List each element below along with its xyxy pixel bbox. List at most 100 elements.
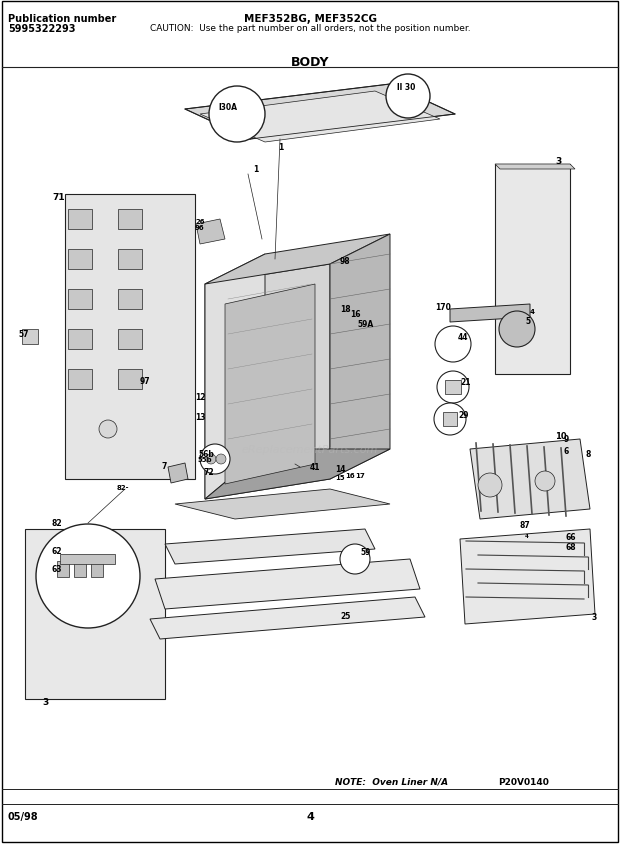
Bar bbox=[68, 250, 92, 270]
Text: 16: 16 bbox=[345, 473, 355, 479]
Text: 87: 87 bbox=[520, 521, 531, 530]
Text: 5995322293: 5995322293 bbox=[8, 24, 76, 34]
Polygon shape bbox=[330, 235, 390, 479]
Bar bbox=[68, 330, 92, 349]
Text: 14: 14 bbox=[335, 465, 345, 474]
Circle shape bbox=[216, 454, 226, 464]
Bar bbox=[68, 289, 92, 310]
Circle shape bbox=[499, 311, 535, 348]
Polygon shape bbox=[150, 598, 425, 639]
Text: Publication number: Publication number bbox=[8, 14, 117, 24]
Circle shape bbox=[478, 473, 502, 497]
Text: 98: 98 bbox=[340, 257, 351, 266]
Circle shape bbox=[437, 371, 469, 403]
Bar bbox=[68, 370, 92, 390]
Text: 3: 3 bbox=[555, 157, 561, 166]
Polygon shape bbox=[205, 450, 390, 500]
Text: 12: 12 bbox=[195, 393, 205, 402]
Polygon shape bbox=[175, 490, 390, 519]
Text: 170: 170 bbox=[435, 303, 451, 312]
Text: 1: 1 bbox=[253, 165, 259, 175]
Text: 44: 44 bbox=[458, 333, 469, 342]
Polygon shape bbox=[168, 463, 188, 484]
Bar bbox=[118, 330, 142, 349]
Circle shape bbox=[206, 454, 216, 464]
Text: 17: 17 bbox=[355, 473, 365, 479]
Circle shape bbox=[99, 420, 117, 439]
Text: P20V0140: P20V0140 bbox=[498, 777, 549, 786]
Text: 82-: 82- bbox=[117, 484, 130, 490]
Polygon shape bbox=[470, 440, 590, 519]
Circle shape bbox=[386, 75, 430, 119]
Text: 97: 97 bbox=[140, 377, 151, 386]
Bar bbox=[443, 413, 457, 426]
Bar bbox=[74, 561, 86, 577]
Text: NOTE:  Oven Liner N/A: NOTE: Oven Liner N/A bbox=[335, 777, 448, 786]
Text: 55b: 55b bbox=[198, 457, 213, 463]
Polygon shape bbox=[225, 284, 315, 484]
Text: 25: 25 bbox=[340, 612, 350, 621]
Text: 59: 59 bbox=[360, 548, 370, 557]
Text: 6: 6 bbox=[564, 447, 569, 456]
Polygon shape bbox=[460, 529, 595, 625]
Polygon shape bbox=[155, 560, 420, 609]
Text: 1: 1 bbox=[278, 143, 283, 152]
Polygon shape bbox=[205, 255, 265, 500]
Text: 21: 21 bbox=[460, 378, 471, 387]
Text: ll 30: ll 30 bbox=[397, 83, 415, 91]
Bar bbox=[118, 210, 142, 230]
Circle shape bbox=[535, 472, 555, 491]
Text: 3: 3 bbox=[592, 613, 597, 622]
Text: 29: 29 bbox=[458, 411, 469, 420]
Text: 68: 68 bbox=[565, 543, 575, 552]
Polygon shape bbox=[205, 265, 330, 500]
Text: 7: 7 bbox=[162, 462, 167, 471]
Text: 5: 5 bbox=[525, 317, 530, 326]
Text: 96: 96 bbox=[195, 225, 205, 230]
Text: 59A: 59A bbox=[357, 320, 373, 329]
Text: 9: 9 bbox=[564, 435, 569, 444]
Bar bbox=[118, 370, 142, 390]
Text: l30A: l30A bbox=[218, 103, 237, 112]
Text: 05/98: 05/98 bbox=[8, 811, 38, 821]
Text: 71: 71 bbox=[52, 193, 64, 203]
Bar bbox=[68, 210, 92, 230]
Text: 62: 62 bbox=[52, 547, 63, 556]
Bar bbox=[91, 561, 103, 577]
Polygon shape bbox=[495, 165, 570, 375]
Text: CAUTION:  Use the part number on all orders, not the position number.: CAUTION: Use the part number on all orde… bbox=[149, 24, 471, 33]
Text: 56b: 56b bbox=[198, 450, 214, 459]
Circle shape bbox=[200, 445, 230, 474]
Polygon shape bbox=[165, 529, 375, 565]
Circle shape bbox=[435, 327, 471, 363]
Polygon shape bbox=[185, 85, 455, 140]
Polygon shape bbox=[25, 529, 165, 699]
Text: 82: 82 bbox=[52, 519, 63, 528]
Text: 15: 15 bbox=[335, 474, 345, 480]
Bar bbox=[118, 289, 142, 310]
Text: 10: 10 bbox=[555, 432, 567, 441]
Text: 8: 8 bbox=[585, 450, 590, 459]
Text: 66: 66 bbox=[565, 533, 575, 542]
Text: 18: 18 bbox=[340, 306, 351, 314]
Text: 26: 26 bbox=[195, 219, 205, 225]
Bar bbox=[57, 561, 69, 577]
Circle shape bbox=[340, 544, 370, 574]
Polygon shape bbox=[22, 330, 38, 344]
Text: 4: 4 bbox=[530, 309, 535, 315]
Text: 3: 3 bbox=[42, 698, 48, 706]
Text: BODY: BODY bbox=[291, 56, 329, 69]
Text: eReplacementParts.com: eReplacementParts.com bbox=[242, 445, 378, 454]
Bar bbox=[445, 381, 461, 394]
Text: 4: 4 bbox=[525, 534, 529, 538]
Polygon shape bbox=[60, 555, 115, 565]
Circle shape bbox=[434, 403, 466, 436]
Text: 13: 13 bbox=[195, 413, 205, 422]
Polygon shape bbox=[450, 305, 530, 322]
Text: MEF352BG, MEF352CG: MEF352BG, MEF352CG bbox=[244, 14, 376, 24]
Bar bbox=[118, 250, 142, 270]
Text: 41: 41 bbox=[310, 463, 321, 472]
Text: 63: 63 bbox=[52, 565, 63, 574]
Polygon shape bbox=[65, 195, 195, 479]
Polygon shape bbox=[200, 92, 440, 143]
